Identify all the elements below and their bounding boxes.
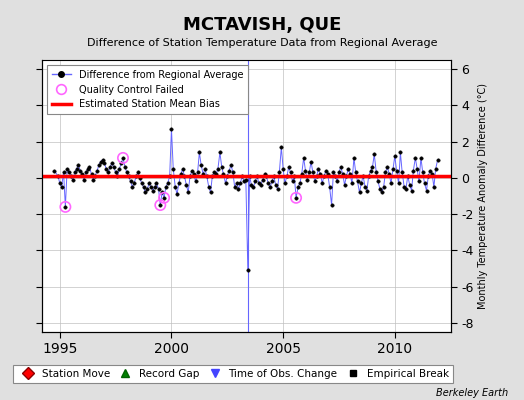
Quality Control Failed xyxy=(61,204,70,210)
Difference from Regional Average xyxy=(408,188,414,193)
Legend: Difference from Regional Average, Quality Control Failed, Estimated Station Mean: Difference from Regional Average, Qualit… xyxy=(47,65,248,114)
Legend: Station Move, Record Gap, Time of Obs. Change, Empirical Break: Station Move, Record Gap, Time of Obs. C… xyxy=(14,365,453,383)
Text: Berkeley Earth: Berkeley Earth xyxy=(436,388,508,398)
Difference from Regional Average xyxy=(168,126,174,131)
Quality Control Failed xyxy=(119,155,127,161)
Difference from Regional Average xyxy=(51,168,57,173)
Difference from Regional Average xyxy=(114,174,121,178)
Difference from Regional Average xyxy=(245,268,251,273)
Text: Difference of Station Temperature Data from Regional Average: Difference of Station Temperature Data f… xyxy=(87,38,437,48)
Quality Control Failed xyxy=(156,202,165,208)
Line: Difference from Regional Average: Difference from Regional Average xyxy=(52,127,440,272)
Difference from Regional Average xyxy=(434,157,441,162)
Quality Control Failed xyxy=(292,195,300,201)
Quality Control Failed xyxy=(160,195,168,201)
Y-axis label: Monthly Temperature Anomaly Difference (°C): Monthly Temperature Anomaly Difference (… xyxy=(478,83,488,309)
Text: MCTAVISH, QUE: MCTAVISH, QUE xyxy=(183,16,341,34)
Difference from Regional Average xyxy=(92,174,98,178)
Difference from Regional Average xyxy=(161,196,167,200)
Difference from Regional Average xyxy=(202,166,208,171)
Difference from Regional Average xyxy=(59,184,65,189)
